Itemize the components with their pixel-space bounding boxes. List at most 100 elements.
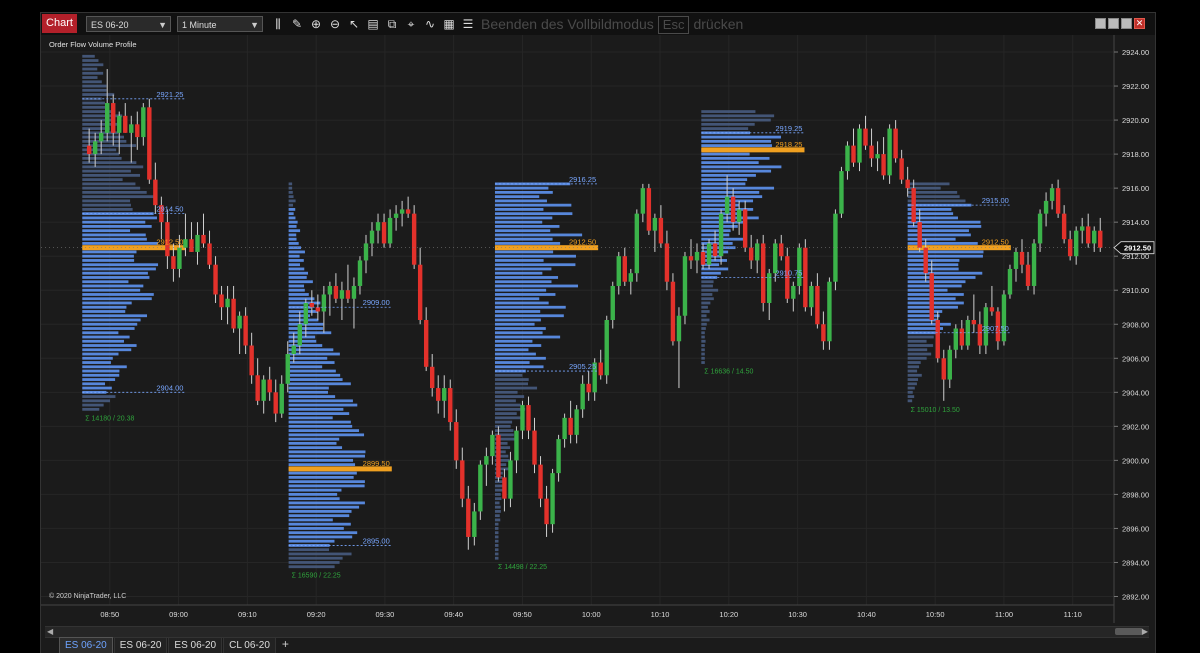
- bar-type-icon[interactable]: ⫼: [275, 17, 281, 31]
- zoom-in-icon[interactable]: ⊕: [310, 17, 322, 31]
- profile-bar: [288, 208, 296, 211]
- interval-selector[interactable]: 1 Minute ▼: [177, 16, 263, 32]
- scroll-right-icon[interactable]: ▶: [1141, 627, 1148, 636]
- profile-bar: [494, 195, 540, 199]
- price-axis[interactable]: 2924.00 2922.00 2920.00 2918.00 2916.00 2914.…: [1113, 48, 1155, 601]
- minimize-button[interactable]: [1108, 18, 1119, 29]
- esc-key-label: Esc: [657, 16, 690, 34]
- profile-bar: [288, 531, 358, 535]
- crosshair-icon[interactable]: ⌖: [407, 17, 415, 31]
- profile-bar: [494, 433, 514, 437]
- maximize-button[interactable]: [1121, 18, 1132, 29]
- candle-body: [556, 439, 561, 474]
- candle-body: [688, 256, 694, 261]
- price-tick-label: 2904.00: [1122, 388, 1149, 397]
- time-axis[interactable]: 08:50 09:00 09:10 09:20 09:30 09:40 09:50 10:00…: [100, 610, 1081, 619]
- profile-bar: [701, 293, 713, 296]
- profile-bar: [494, 199, 547, 203]
- chart-window-tab[interactable]: Chart: [42, 14, 77, 33]
- properties-icon[interactable]: ▤: [367, 17, 379, 31]
- vah-label: 2914.50: [156, 205, 183, 214]
- template-icon[interactable]: ⧉: [387, 17, 397, 31]
- profile-bar: [288, 518, 333, 522]
- profile-bar: [907, 352, 932, 356]
- candle-body: [98, 132, 104, 142]
- candle-body: [123, 115, 128, 133]
- profile-bar: [494, 271, 543, 275]
- candle-body: [153, 179, 158, 206]
- price-tick-label: 2892.00: [1122, 592, 1149, 601]
- profile-bar: [288, 399, 353, 403]
- profile-bar: [288, 527, 344, 530]
- profile-bar: [701, 110, 756, 113]
- strategy-icon[interactable]: ∿: [424, 17, 436, 31]
- profile-bar: [494, 335, 561, 339]
- profile-bar: [288, 276, 307, 279]
- profile-bar: [82, 161, 137, 165]
- profile-bar: [82, 114, 123, 118]
- profile-bar: [907, 199, 966, 203]
- profile-bar: [494, 190, 553, 194]
- instrument-selector[interactable]: ES 06-20 ▼: [86, 16, 171, 32]
- time-tick-label: 09:20: [307, 610, 326, 619]
- profile-bar: [701, 327, 706, 330]
- candle-body: [887, 128, 892, 176]
- profile-bar: [288, 561, 340, 564]
- scroll-thumb[interactable]: [1115, 628, 1143, 635]
- candle-body: [917, 222, 922, 248]
- profile-bar: [82, 335, 130, 339]
- profile-bar: [494, 361, 530, 364]
- profile-bar: [288, 297, 315, 301]
- profile-bar: [701, 271, 721, 275]
- profile-bar: [288, 212, 294, 216]
- candles: [86, 69, 1103, 550]
- instrument-tab[interactable]: ES 06-20: [168, 637, 223, 653]
- vah-label: 2916.25: [569, 175, 596, 184]
- scroll-left-icon[interactable]: ◀: [47, 627, 54, 636]
- profile-bar: [288, 305, 312, 309]
- add-tab-button[interactable]: +: [281, 637, 289, 651]
- pencil-icon[interactable]: ✎: [291, 17, 303, 31]
- profile-bar: [494, 373, 523, 377]
- profile-bar: [82, 271, 148, 275]
- session-stats-label: Σ 14498 / 22.25: [498, 564, 547, 571]
- candle-body: [580, 383, 585, 410]
- profile-bar: [701, 118, 771, 122]
- horizontal-scrollbar[interactable]: ◀ ▶: [45, 626, 1149, 638]
- candle-body: [1086, 226, 1091, 244]
- candle-body: [1043, 200, 1049, 214]
- cursor-icon[interactable]: ↖: [348, 17, 360, 31]
- bottom-bar: ◀ ▶ ES 06-20 ES 06-20 ES 06-20 CL 06-20 …: [41, 623, 1155, 653]
- instrument-tab[interactable]: ES 06-20: [59, 637, 113, 653]
- candle-body: [953, 328, 959, 350]
- calculator-icon[interactable]: ▦: [443, 17, 455, 31]
- tile-button[interactable]: [1095, 18, 1106, 29]
- profile-bar: [288, 271, 309, 275]
- candle-body: [417, 264, 423, 320]
- list-icon[interactable]: ☰: [462, 17, 474, 31]
- zoom-out-icon[interactable]: ⊖: [329, 17, 341, 31]
- candle-body: [225, 298, 230, 308]
- profile-bar: [82, 378, 116, 381]
- candle-body: [959, 328, 965, 346]
- indicator-label: Order Flow Volume Profile: [49, 40, 137, 49]
- close-button[interactable]: ✕: [1134, 18, 1145, 29]
- candle-body: [363, 243, 369, 261]
- grid: [41, 35, 1114, 605]
- instrument-tab[interactable]: ES 06-20: [113, 637, 168, 653]
- profile-bar: [82, 80, 102, 84]
- profile-bar: [701, 259, 728, 262]
- instrument-tab[interactable]: CL 06-20: [223, 637, 276, 653]
- candle-body: [983, 307, 989, 346]
- profile-bar: [494, 441, 508, 445]
- profile-bar: [907, 322, 951, 326]
- profile-bar: [82, 208, 133, 211]
- profile-bar: [82, 144, 137, 147]
- price-chart[interactable]: 2914.50 2904.00 2921.25 2912.50 Σ 14180 / 20…: [41, 35, 1155, 623]
- candle-body: [351, 285, 357, 299]
- profile-bar: [288, 412, 350, 415]
- profile-bar: [494, 467, 509, 471]
- profile-bar: [907, 373, 922, 377]
- profile-bar: [288, 395, 336, 398]
- candle-body: [893, 128, 898, 159]
